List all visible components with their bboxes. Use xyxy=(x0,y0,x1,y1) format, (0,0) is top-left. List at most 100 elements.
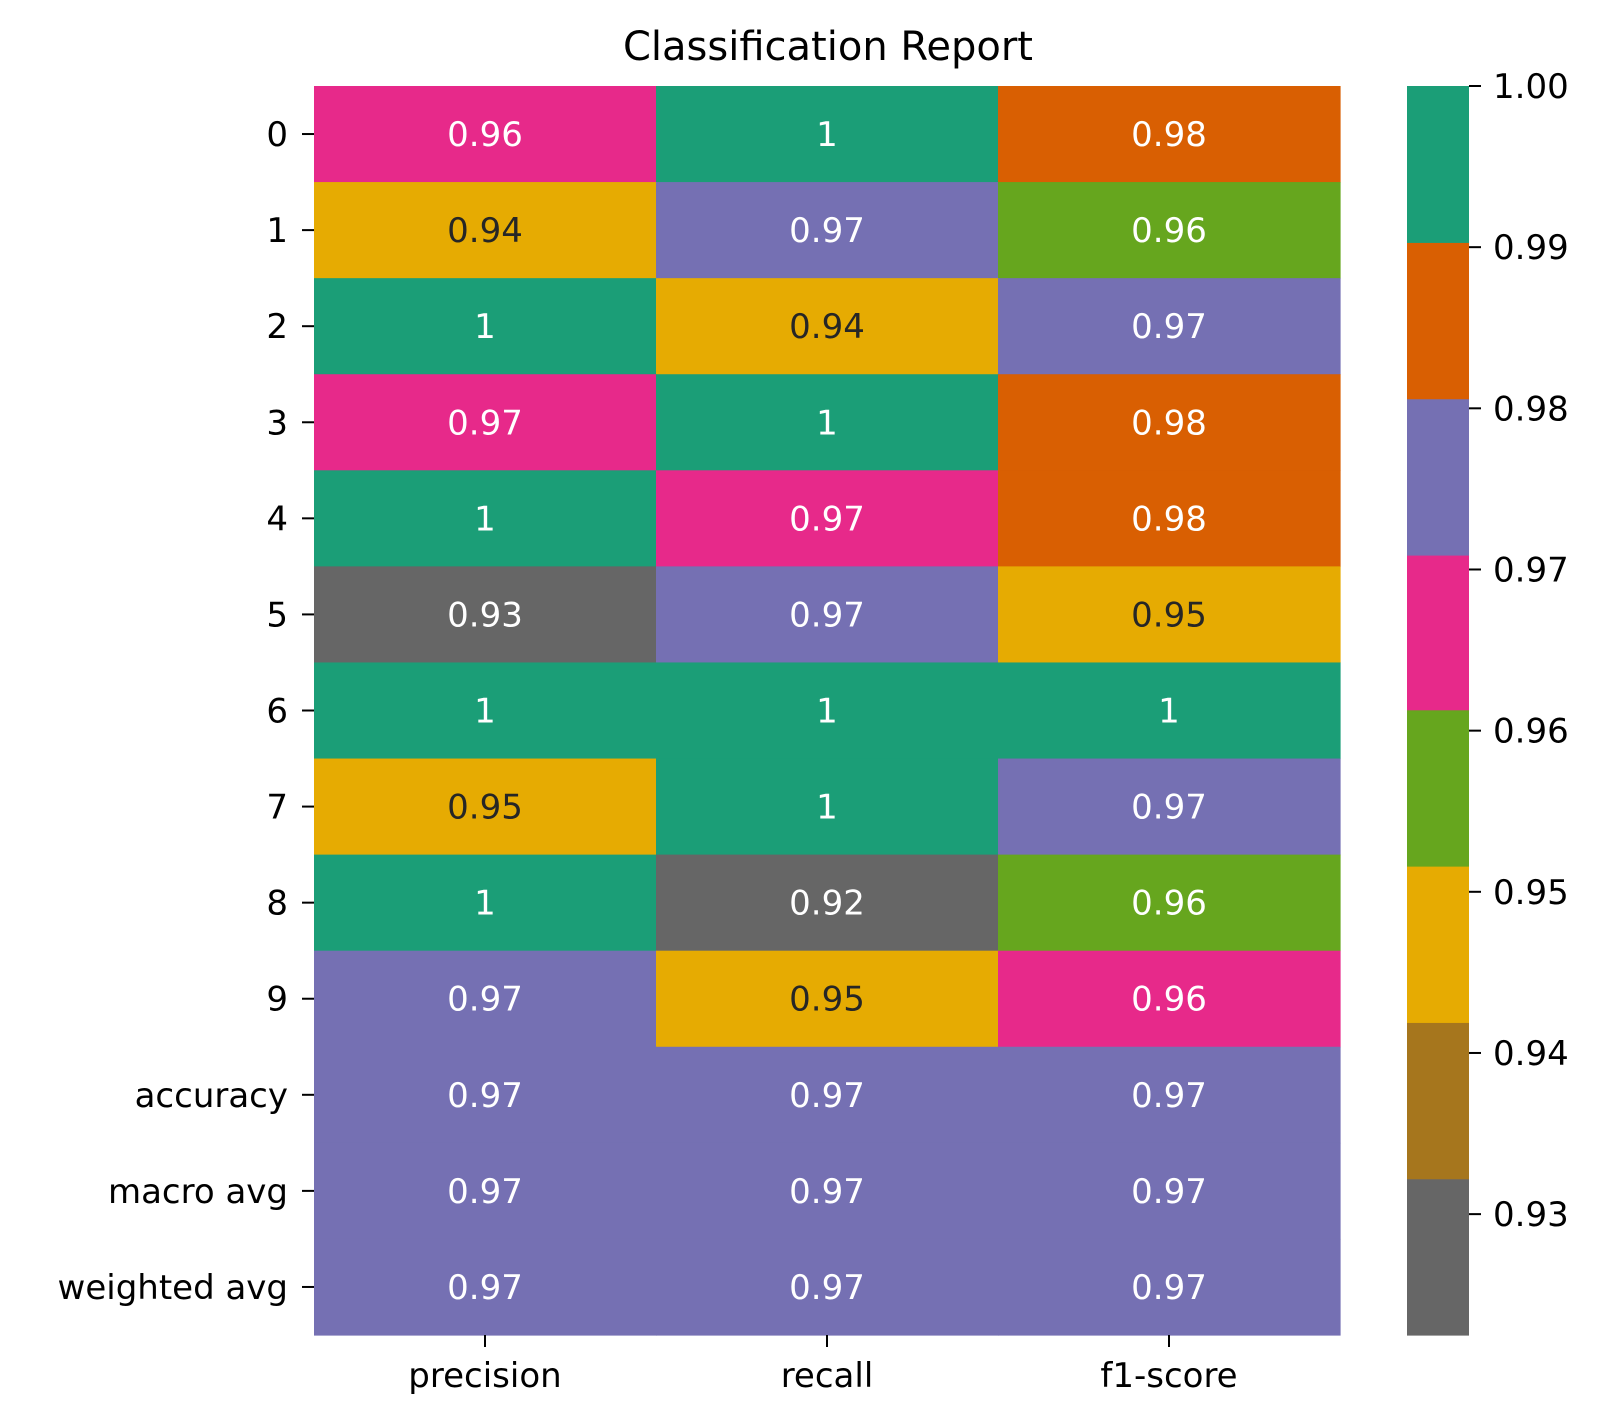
heatmap-cell xyxy=(314,950,657,1048)
cell-value-label: 0.95 xyxy=(789,980,865,1020)
heatmap-cell xyxy=(314,1238,657,1336)
y-tick-label: 2 xyxy=(266,307,288,347)
heatmap-cell xyxy=(656,662,999,760)
colorbar: 1.00 0.99 0.98 0.97 0.96 0.95 0.94 0.93 xyxy=(1407,67,1569,1336)
cell-value-label: 0.97 xyxy=(447,980,523,1020)
heatmap-cell xyxy=(998,1046,1341,1144)
cell-value-label: 1 xyxy=(474,307,496,347)
colorbar-tick-label: 0.93 xyxy=(1493,1195,1569,1235)
heatmap-cell xyxy=(998,86,1341,183)
cell-value-label: 0.98 xyxy=(1131,115,1207,155)
heatmap-cell xyxy=(998,662,1341,760)
cell-value-label: 0.96 xyxy=(1131,211,1207,251)
cell-value-label: 0.94 xyxy=(447,211,523,251)
x-tick-label: f1-score xyxy=(1100,1356,1237,1396)
heatmap-cell xyxy=(998,374,1341,471)
cell-value-label: 0.97 xyxy=(789,1076,865,1116)
heatmap-cell xyxy=(314,278,657,375)
cell-value-label: 1 xyxy=(816,403,838,443)
cell-value-label: 1 xyxy=(474,499,496,539)
colorbar-band xyxy=(1407,1022,1469,1180)
colorbar-tick-label: 0.99 xyxy=(1493,228,1569,268)
cell-value-label: 0.97 xyxy=(789,1268,865,1308)
heatmap-cell xyxy=(656,182,999,279)
heatmap-cell xyxy=(314,1142,657,1240)
cell-value-label: 1 xyxy=(474,692,496,732)
cell-value-label: 0.96 xyxy=(1131,980,1207,1020)
cell-value-label: 1 xyxy=(816,692,838,732)
heatmap-cell xyxy=(656,86,999,183)
heatmap-cell xyxy=(314,182,657,279)
y-tick-label: accuracy xyxy=(135,1076,288,1116)
cell-value-label: 0.97 xyxy=(789,595,865,635)
heatmap-cell xyxy=(314,854,657,952)
heatmap-cell xyxy=(998,758,1341,856)
colorbar-band xyxy=(1407,709,1469,867)
heatmap-cell xyxy=(314,758,657,856)
cell-value-label: 1 xyxy=(1158,692,1180,732)
heatmap-cell xyxy=(998,1238,1341,1336)
colorbar-tick-label: 0.94 xyxy=(1493,1034,1569,1074)
colorbar-tick-label: 1.00 xyxy=(1493,67,1569,107)
colorbar-band xyxy=(1407,866,1469,1023)
cell-value-label: 0.93 xyxy=(447,595,523,635)
x-tick-label: precision xyxy=(408,1356,561,1396)
heatmap-cell xyxy=(998,182,1341,279)
colorbar-tick-label: 0.97 xyxy=(1493,550,1569,590)
cell-value-label: 0.97 xyxy=(789,211,865,251)
cell-value-label: 1 xyxy=(816,115,838,155)
heatmap-cell xyxy=(656,950,999,1048)
y-tick-label: 4 xyxy=(266,499,288,539)
cell-value-label: 0.97 xyxy=(447,1268,523,1308)
y-tick-label: macro avg xyxy=(108,1172,288,1212)
y-axis: 0 1 2 3 4 5 6 7 8 9 accuracy macro avg weighted avg xyxy=(58,115,314,1308)
heatmap-cell xyxy=(314,566,657,664)
cell-value-label: 0.94 xyxy=(789,307,865,347)
cell-value-label: 0.95 xyxy=(1131,595,1207,635)
heatmap-cell xyxy=(656,1238,999,1336)
heatmap-cell xyxy=(998,950,1341,1048)
heatmap-cell xyxy=(314,470,657,567)
heatmap-cell xyxy=(314,662,657,760)
cell-value-label: 0.97 xyxy=(789,499,865,539)
heatmap-cell xyxy=(656,278,999,375)
heatmap-cell xyxy=(656,1142,999,1240)
heatmap-cell xyxy=(998,470,1341,567)
heatmap-cell xyxy=(656,470,999,567)
y-tick-label: 5 xyxy=(266,595,288,635)
chart-title: Classification Report xyxy=(623,24,1033,70)
heatmap-cell xyxy=(656,566,999,664)
cell-value-label: 0.98 xyxy=(1131,499,1207,539)
cell-value-label: 0.95 xyxy=(447,788,523,828)
x-tick-label: recall xyxy=(781,1356,874,1396)
heatmap-cell xyxy=(314,86,657,183)
y-tick-label: 1 xyxy=(266,211,288,251)
y-tick-label: 3 xyxy=(266,403,288,443)
cell-value-label: 1 xyxy=(474,884,496,924)
colorbar-band xyxy=(1407,86,1469,243)
cell-value-label: 0.97 xyxy=(789,1172,865,1212)
colorbar-band xyxy=(1407,398,1469,556)
heatmap-cell xyxy=(656,758,999,856)
y-tick-label: 0 xyxy=(266,115,288,155)
heatmap-cell xyxy=(314,374,657,471)
cell-value-label: 0.92 xyxy=(789,884,865,924)
colorbar-band xyxy=(1407,1178,1469,1336)
cell-value-label: 1 xyxy=(816,788,838,828)
cell-value-label: 0.97 xyxy=(1131,1172,1207,1212)
cell-value-label: 0.97 xyxy=(447,403,523,443)
x-axis: precision recall f1-score xyxy=(408,1335,1238,1396)
y-tick-label: 9 xyxy=(266,980,288,1020)
y-tick-label: 6 xyxy=(266,692,288,732)
y-tick-label: 7 xyxy=(266,788,288,828)
heatmap-cells: 0.96 1 0.98 0.94 0.97 0.96 1 0.94 0.97 0.97 1 0.98 1… xyxy=(314,86,1341,1336)
heatmap-cell xyxy=(998,566,1341,664)
colorbar-tick-label: 0.98 xyxy=(1493,389,1569,429)
heatmap-cell xyxy=(998,278,1341,375)
cell-value-label: 0.97 xyxy=(447,1172,523,1212)
cell-value-label: 0.97 xyxy=(1131,1076,1207,1116)
colorbar-band xyxy=(1407,554,1469,711)
cell-value-label: 0.97 xyxy=(1131,1268,1207,1308)
y-tick-label: weighted avg xyxy=(58,1268,288,1308)
